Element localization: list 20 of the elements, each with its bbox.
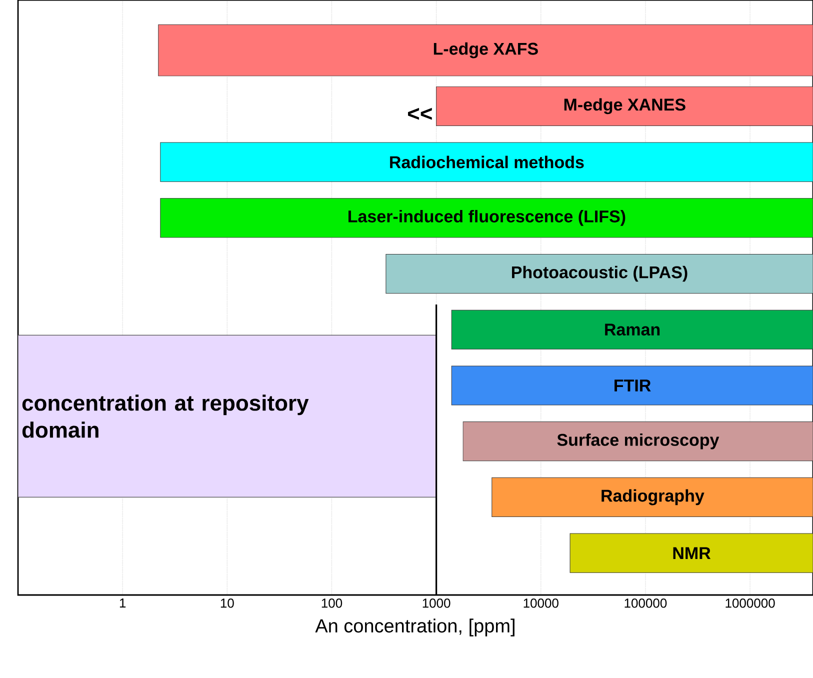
y-tick-label: Laser-induced fluorescence (LIFS) xyxy=(348,210,626,226)
annotation: << xyxy=(408,108,432,120)
x-tick-label: 1000 xyxy=(422,598,450,608)
y-tick-label: Surface microscopy xyxy=(557,433,720,450)
x-tick-label: 10 xyxy=(220,598,234,608)
x-tick-label: 1000000 xyxy=(726,598,775,608)
x-tick-label: 100000 xyxy=(624,598,667,608)
y-tick-label: Photoacoustic (LPAS) xyxy=(512,266,688,282)
x-axis-title: An concentration, [ppm] xyxy=(315,618,514,636)
x-tick-label: 100 xyxy=(322,598,342,608)
y-tick-label: L-edge XAFS xyxy=(434,42,538,58)
y-tick-label: Radiography xyxy=(602,489,704,506)
x-tick-label: 10000 xyxy=(524,598,558,608)
x-tick-label: 1 xyxy=(120,598,126,608)
y-tick-label: M-edge XANES xyxy=(564,98,686,114)
y-tick-label: FTIR xyxy=(614,380,651,392)
band-label: concentration at repository domain xyxy=(22,394,309,438)
y-tick-label: Radiochemical methods xyxy=(390,156,584,168)
y-tick-label: NMR xyxy=(673,547,711,559)
y-tick-label: Raman xyxy=(605,324,660,336)
